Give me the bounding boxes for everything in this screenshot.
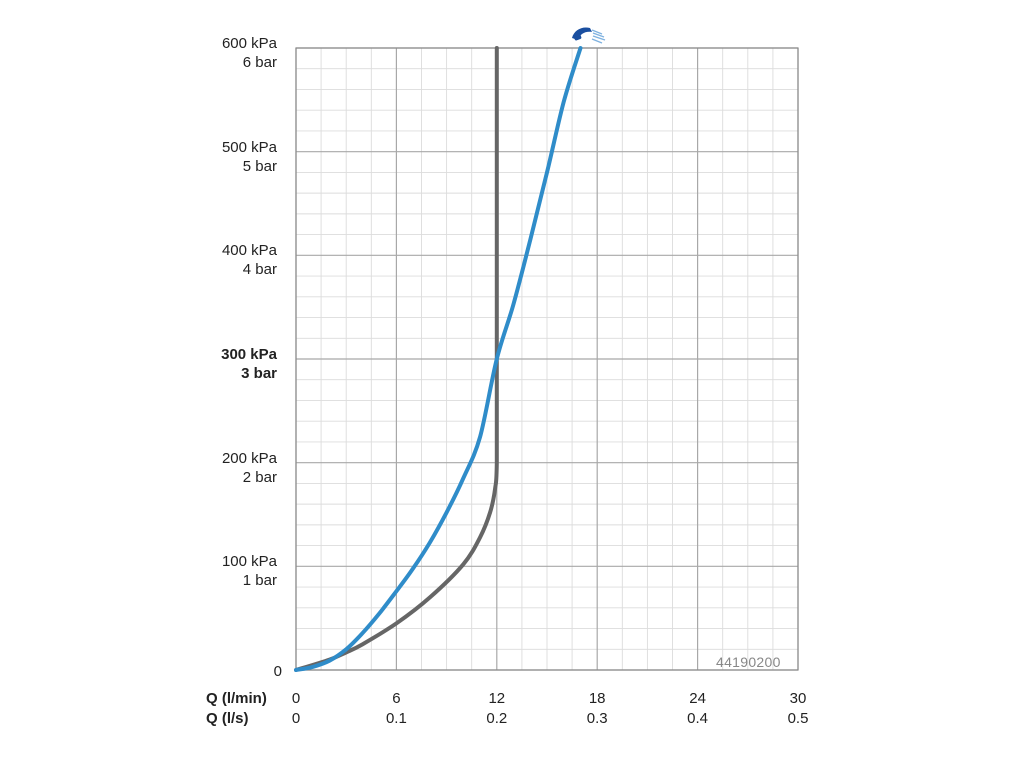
y-tick-bar: 1 bar [242,572,277,590]
y-tick-kpa: 400 kPa [221,242,277,260]
y-tick-label: 600 kPa 6 bar [222,34,277,72]
y-tick-bar: 4 bar [242,261,277,279]
x-tick-ls: 0.4 [687,710,709,727]
y-tick-kpa: 100 kPa [221,553,277,571]
x-tick-ls: 0 [291,710,301,727]
x-tick-lmin: 30 [789,690,807,707]
x-tick-lmin: 6 [392,690,401,707]
showerhead-icon [572,27,606,44]
y-tick-kpa: 300 kPa [221,346,277,363]
y-tick-label: 300 kPa 3 bar [221,345,277,383]
y-tick-label: 400 kPa 4 bar [222,241,277,279]
series-line-grey [294,46,499,672]
x-tick-lmin: 12 [488,690,506,707]
x-tick-ls: 0.1 [385,710,407,727]
y-tick-kpa: 600 kPa [221,35,277,52]
series-layer [294,46,583,672]
x-axis-title-lmin: Q (l/min) [206,690,267,707]
x-tick-lmin: 0 [291,690,301,707]
y-tick-bar: 5 bar [242,157,277,175]
y-tick-label: 100 kPa 1 bar [222,552,277,590]
y-tick-kpa: 500 kPa [221,138,277,156]
series-line-blue [294,46,583,672]
x-tick-ls: 0.2 [486,710,508,727]
y-tick-bar: 6 bar [242,54,277,71]
x-tick-lmin: 18 [588,690,606,707]
product-code: 44190200 [716,654,781,670]
x-tick-lmin: 24 [689,690,706,707]
y-tick-zero: 0 [273,663,282,680]
x-tick-ls: 0.5 [787,710,809,727]
y-tick-label: 500 kPa 5 bar [222,138,277,176]
x-tick-ls: 0.3 [586,710,608,727]
y-tick-bar: 3 bar [241,365,277,382]
plot-frame [295,47,799,671]
y-tick-bar: 2 bar [242,468,277,486]
x-axis-title-ls: Q (l/s) [206,710,249,727]
y-tick-label: 200 kPa 2 bar [222,449,277,487]
y-tick-kpa: 200 kPa [221,449,277,467]
